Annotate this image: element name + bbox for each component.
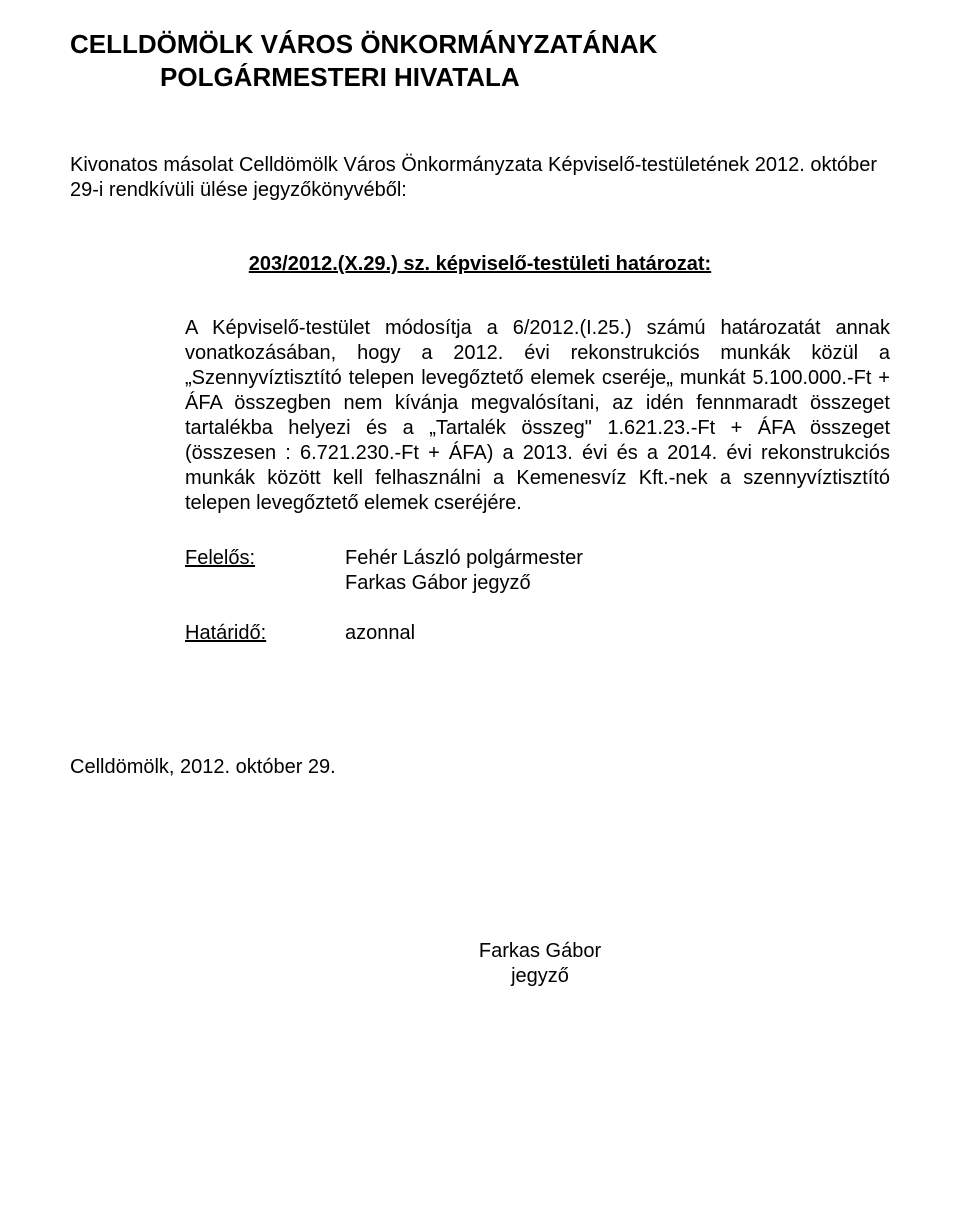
document-page: CELLDÖMÖLK VÁROS ÖNKORMÁNYZATÁNAK POLGÁR…	[0, 0, 960, 1231]
deadline-value: azonnal	[345, 621, 890, 646]
document-header: CELLDÖMÖLK VÁROS ÖNKORMÁNYZATÁNAK POLGÁR…	[70, 28, 890, 93]
resolution-number: 203/2012.(X.29.) sz. képviselő-testületi…	[70, 253, 890, 276]
responsible-name-2: Farkas Gábor jegyző	[345, 571, 890, 596]
responsible-label: Felelős:	[185, 546, 345, 596]
deadline-row: Határidő: azonnal	[185, 621, 890, 646]
footer-title: jegyző	[390, 964, 690, 989]
intro-paragraph: Kivonatos másolat Celldömölk Város Önkor…	[70, 153, 890, 203]
resolution-body: A Képviselő-testület módosítja a 6/2012.…	[185, 316, 890, 516]
responsible-row: Felelős: Fehér László polgármester Farka…	[185, 546, 890, 596]
deadline-label: Határidő:	[185, 621, 345, 646]
responsible-values: Fehér László polgármester Farkas Gábor j…	[345, 546, 890, 596]
responsible-name-1: Fehér László polgármester	[345, 546, 890, 571]
header-line-1: CELLDÖMÖLK VÁROS ÖNKORMÁNYZATÁNAK	[70, 28, 890, 61]
footer-signature: Farkas Gábor jegyző	[390, 939, 690, 989]
header-line-2: POLGÁRMESTERI HIVATALA	[70, 61, 890, 94]
signoff-block: Felelős: Fehér László polgármester Farka…	[185, 546, 890, 646]
footer-name: Farkas Gábor	[390, 939, 690, 964]
date-line: Celldömölk, 2012. október 29.	[70, 756, 890, 779]
